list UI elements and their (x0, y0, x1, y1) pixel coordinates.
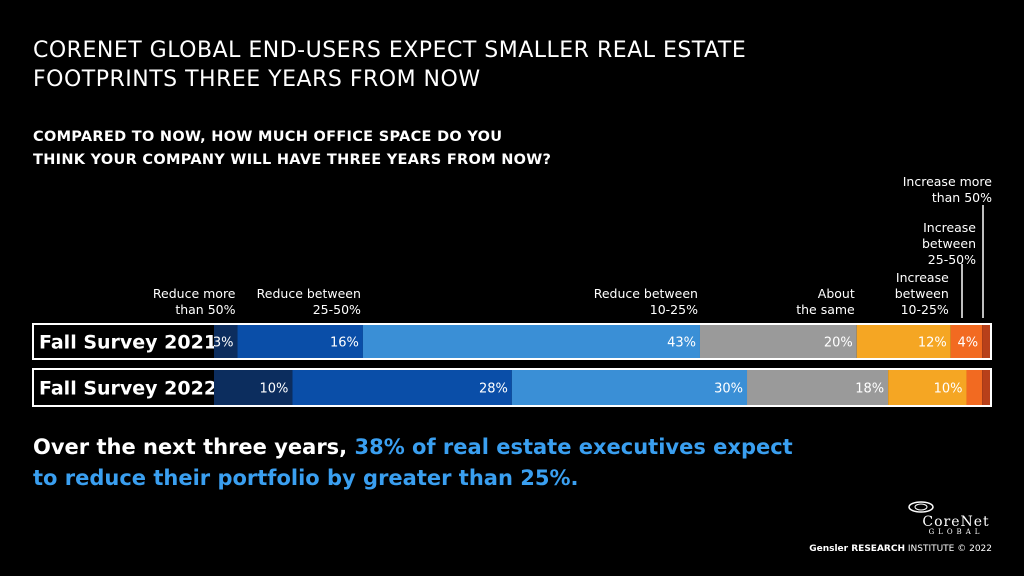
data-label: 4% (958, 336, 979, 351)
summary-prefix: Over the next three years, (33, 435, 355, 459)
legend-label: the same (796, 302, 855, 317)
summary-highlight-1: 38% of real estate executives expect (354, 435, 793, 459)
legend-label: 25-50% (928, 252, 976, 267)
title-line-2: FOOTPRINTS THREE YEARS FROM NOW (33, 67, 481, 92)
corenet-logo-icon (908, 501, 934, 513)
bar-segment (237, 325, 363, 358)
summary-statement: Over the next three years, 38% of real e… (33, 432, 933, 494)
data-label: 12% (918, 336, 947, 351)
corenet-logo: CoreNet GLOBAL (906, 500, 1006, 536)
bar-segment (214, 325, 238, 358)
data-label: 30% (714, 382, 743, 397)
legend-label: Increase (923, 220, 976, 235)
data-label: 43% (667, 336, 696, 351)
bar-segment (888, 370, 967, 405)
chart-title: CORENET GLOBAL END-USERS EXPECT SMALLER … (33, 36, 933, 94)
logo-name: CoreNet (922, 514, 990, 530)
legend-label: between (922, 236, 976, 251)
survey-question: COMPARED TO NOW, HOW MUCH OFFICE SPACE D… (33, 126, 733, 172)
bar-segment (950, 325, 983, 358)
legend-label: Increase more (903, 174, 993, 189)
legend-label: between (895, 286, 949, 301)
summary-highlight-2: to reduce their portfolio by greater tha… (33, 466, 579, 490)
logo-sub: GLOBAL (928, 528, 984, 536)
question-line-2: THINK YOUR COMPANY WILL HAVE THREE YEARS… (33, 152, 552, 168)
bar-segment (982, 370, 990, 405)
legend-label: Increase (896, 270, 949, 285)
category-label: Fall Survey 2022 (39, 378, 217, 400)
question-line-1: COMPARED TO NOW, HOW MUCH OFFICE SPACE D… (33, 129, 503, 145)
legend-label: Reduce more (153, 286, 236, 301)
legend-label: 25-50% (313, 302, 361, 317)
legend-label: Reduce between (594, 286, 698, 301)
data-label: 10% (259, 382, 288, 397)
bar-segment (511, 370, 748, 405)
credit-rest: INSTITUTE © 2022 (904, 544, 992, 554)
legend-label: Reduce between (257, 286, 361, 301)
legend-label: than 50% (932, 190, 992, 205)
bar-segment (214, 370, 293, 405)
bar-segment (699, 325, 857, 358)
data-label: 10% (934, 382, 963, 397)
data-label: 3% (213, 336, 234, 351)
bar-segment (982, 325, 990, 358)
legend-label: 10-25% (650, 302, 698, 317)
legend-label: About (818, 286, 855, 301)
credit-brand: Gensler RESEARCH (809, 544, 905, 554)
bar-segment (362, 325, 700, 358)
bar-segment (966, 370, 983, 405)
data-label: 28% (479, 382, 508, 397)
title-line-1: CORENET GLOBAL END-USERS EXPECT SMALLER … (33, 38, 747, 63)
bar-segment (747, 370, 889, 405)
legend-label: 10-25% (901, 302, 949, 317)
legend-label: than 50% (175, 302, 235, 317)
bar-segment (856, 325, 951, 358)
data-label: 18% (855, 382, 884, 397)
category-label: Fall Survey 2021 (39, 332, 217, 354)
credit-line: Gensler RESEARCH INSTITUTE © 2022 (809, 544, 992, 554)
bar-segment (292, 370, 512, 405)
data-label: 16% (330, 336, 359, 351)
data-label: 20% (824, 336, 853, 351)
